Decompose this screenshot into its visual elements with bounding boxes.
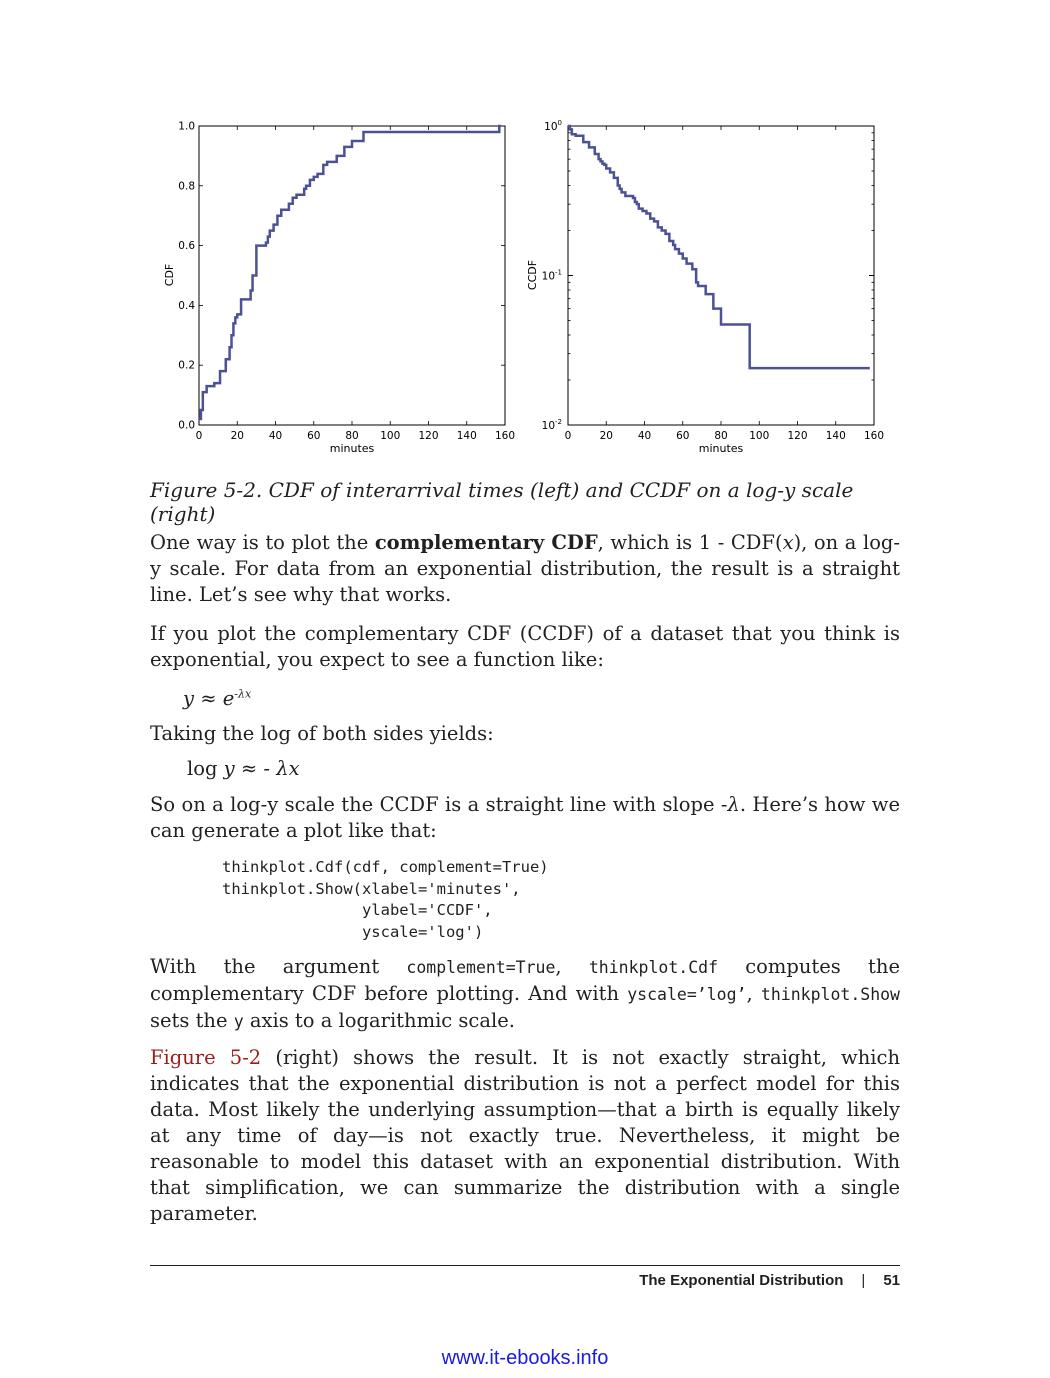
equation-2-rest: y ≈ - λx bbox=[223, 757, 300, 780]
paragraph-4: So on a log-y scale the CCDF is a straig… bbox=[150, 792, 900, 844]
ccdf-x-tick-label: 100 bbox=[749, 430, 769, 442]
cdf-x-tick-label: 140 bbox=[457, 430, 477, 442]
text-run: , bbox=[555, 955, 589, 978]
cdf-x-tick-label: 60 bbox=[307, 430, 320, 442]
ccdf-x-tick-label: 40 bbox=[638, 430, 651, 442]
plot-frame bbox=[198, 125, 506, 426]
text-run: , which is 1 - CDF( bbox=[597, 531, 783, 554]
text-run: computes the complementary CDF before pl… bbox=[150, 955, 900, 1005]
ccdf-x-tick-label: 120 bbox=[787, 430, 807, 442]
figure-caption: Figure 5-2. CDF of interarrival times (l… bbox=[150, 478, 854, 526]
inline-code: thinkplot.Cdf bbox=[588, 958, 718, 977]
cdf-x-axis-label: minutes bbox=[330, 442, 375, 455]
cdf-chart: 0 20 40 60 80 100 120 140 160 0.0 0.2 0.… bbox=[163, 121, 515, 456]
inline-code: y bbox=[233, 1012, 244, 1031]
ccdf-x-tick-label: 0 bbox=[565, 430, 572, 442]
cdf-x-tick-label: 100 bbox=[380, 430, 400, 442]
paragraph-5: With the argument complement=True, think… bbox=[150, 954, 900, 1035]
text-run: sets the bbox=[150, 1009, 234, 1032]
ccdf-y-tick-label: 10-2 bbox=[542, 418, 562, 432]
ccdf-x-axis-label: minutes bbox=[699, 442, 744, 455]
equation-1: y ≈ e-λx bbox=[183, 687, 251, 710]
ccdf-chart: 0 20 40 60 80 100 120 140 160 100 10-1 1… bbox=[526, 119, 884, 455]
math-x: x bbox=[782, 531, 794, 554]
paragraph-6: Figure 5-2 (right) shows the result. It … bbox=[150, 1045, 900, 1227]
inline-code: yscale=’log’ bbox=[627, 985, 747, 1004]
cdf-x-tick-label: 80 bbox=[345, 430, 358, 442]
cdf-y-tick-label: 0.0 bbox=[178, 420, 195, 432]
equation-2: log y ≈ - λx bbox=[187, 757, 300, 780]
cdf-axes bbox=[198, 125, 506, 426]
equation-1-exponent: -λx bbox=[234, 687, 252, 701]
code-block: thinkplot.Cdf(cdf, complement=True) thin… bbox=[222, 858, 549, 941]
ccdf-series-line bbox=[568, 124, 870, 370]
cdf-y-tick-label: 0.4 bbox=[178, 300, 195, 312]
math-lambda: λ bbox=[727, 793, 740, 816]
equation-1-base: y ≈ e bbox=[183, 687, 235, 710]
cdf-x-tick-label: 0 bbox=[196, 430, 203, 442]
watermark-link[interactable]: www.it-ebooks.info bbox=[441, 1347, 609, 1369]
ccdf-x-tick-label: 80 bbox=[714, 430, 727, 442]
ccdf-x-tick-label: 60 bbox=[676, 430, 689, 442]
ccdf-axes bbox=[567, 125, 875, 426]
inline-code: complement=True bbox=[406, 958, 556, 977]
text-run: One way is to plot the bbox=[150, 531, 375, 554]
cdf-x-tick-label: 20 bbox=[231, 430, 244, 442]
footer-rule bbox=[150, 1265, 900, 1266]
ccdf-y-tick-label: 100 bbox=[544, 119, 562, 133]
cdf-y-axis-label: CDF bbox=[163, 264, 176, 286]
ccdf-x-tick-label: 160 bbox=[864, 430, 884, 442]
cdf-series-line bbox=[199, 124, 501, 421]
cdf-x-tick-label: 40 bbox=[269, 430, 282, 442]
page-footer: The Exponential Distribution | 51 bbox=[639, 1272, 900, 1289]
text-run: axis to a logarithmic scale. bbox=[243, 1009, 515, 1032]
plot-frame bbox=[567, 125, 875, 426]
text-run: So on a log-y scale the CCDF is a straig… bbox=[150, 793, 728, 816]
paragraph-1: One way is to plot the complementary CDF… bbox=[150, 530, 900, 608]
inline-code: thinkplot.Show bbox=[760, 985, 900, 1004]
cdf-y-tick-label: 0.8 bbox=[178, 180, 195, 192]
ccdf-x-tick-label: 140 bbox=[826, 430, 846, 442]
text-run: . Here’s how we can generate a plot like… bbox=[150, 793, 900, 842]
cdf-y-tick-label: 0.6 bbox=[178, 240, 195, 252]
figure-reference-link[interactable]: Figure 5-2 bbox=[150, 1046, 262, 1069]
text-run: ), on a log-y scale. For data from an ex… bbox=[150, 531, 901, 606]
footer-separator: | bbox=[861, 1272, 866, 1289]
ccdf-y-tick-label: 10-1 bbox=[542, 269, 562, 283]
equation-2-log: log bbox=[187, 757, 224, 780]
term-complementary-cdf: complementary CDF bbox=[374, 531, 598, 554]
text-run: With the argument bbox=[150, 955, 407, 978]
footer-section-title: The Exponential Distribution bbox=[639, 1272, 844, 1289]
ccdf-x-tick-label: 20 bbox=[600, 430, 613, 442]
cdf-ticks: 0 20 40 60 80 100 120 140 160 0.0 0.2 0.… bbox=[178, 121, 515, 443]
paragraph-3: Taking the log of both sides yields: bbox=[150, 722, 494, 745]
cdf-x-tick-label: 160 bbox=[495, 430, 515, 442]
cdf-x-tick-label: 120 bbox=[418, 430, 438, 442]
ccdf-y-axis-label: CCDF bbox=[526, 260, 539, 290]
cdf-y-tick-label: 0.2 bbox=[178, 360, 195, 372]
page-number: 51 bbox=[883, 1272, 900, 1289]
paragraph-2: If you plot the complementary CDF (CCDF)… bbox=[150, 622, 900, 671]
text-run: (right) shows the result. It is not exac… bbox=[150, 1046, 901, 1225]
cdf-y-tick-label: 1.0 bbox=[178, 121, 195, 133]
ccdf-ticks: 0 20 40 60 80 100 120 140 160 100 10-1 1… bbox=[542, 119, 884, 442]
text-run: , bbox=[746, 982, 761, 1005]
